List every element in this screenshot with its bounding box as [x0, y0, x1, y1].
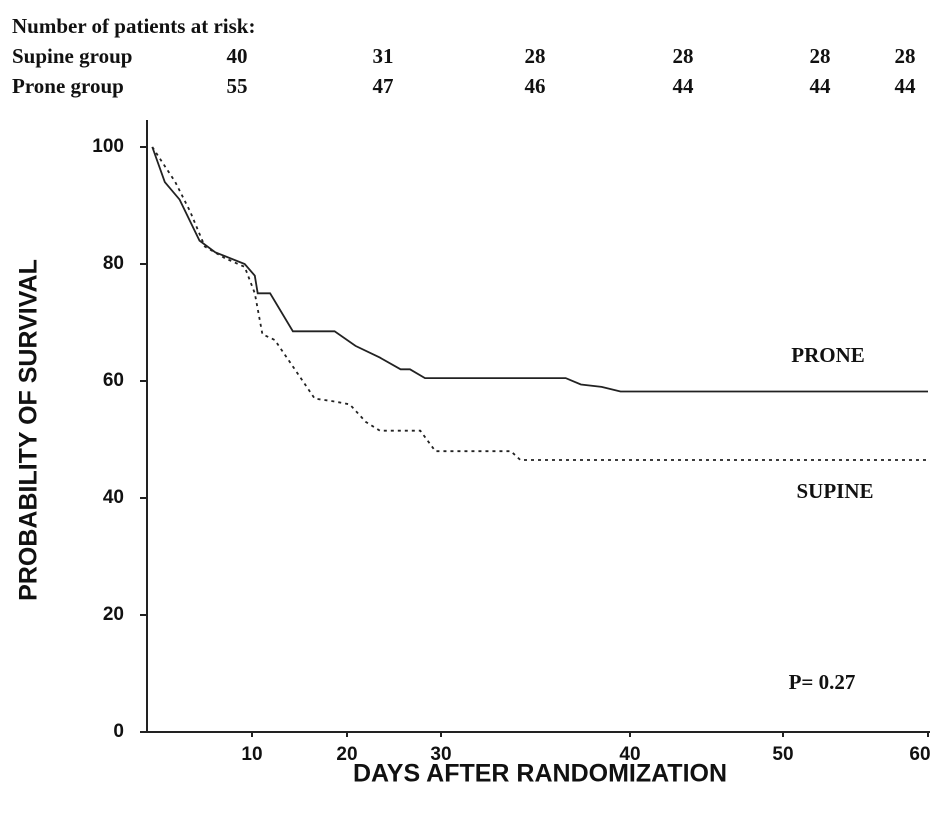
risk-value: 28 [895, 44, 916, 68]
y-tick-label: 40 [103, 487, 124, 508]
y-tick-label: 0 [113, 721, 124, 742]
risk-value: 28 [810, 44, 831, 68]
x-tick-label: 40 [619, 744, 640, 765]
risk-value: 44 [895, 74, 917, 98]
survival-curve [151, 146, 928, 461]
x-tick-label: 50 [772, 744, 793, 765]
risk-value: 44 [673, 74, 695, 98]
risk-value: 44 [810, 74, 832, 98]
x-tick-label: 20 [336, 744, 357, 765]
x-axis-title: DAYS AFTER RANDOMIZATION [353, 760, 727, 788]
y-axis-title: PROBABILITY OF SURVIVAL [15, 259, 43, 601]
x-tick-label: 60 [909, 744, 930, 765]
risk-value: 47 [373, 74, 394, 98]
risk-value: 40 [227, 44, 248, 68]
risk-row-label: Prone group [12, 74, 124, 98]
x-tick-label: 30 [430, 744, 451, 765]
y-tick-label: 60 [103, 370, 124, 391]
series-label: PRONE [791, 343, 865, 367]
y-tick-label: 20 [103, 604, 124, 625]
p-value: P= 0.27 [789, 670, 856, 694]
risk-row-label: Supine group [12, 44, 132, 68]
x-tick-label: 10 [241, 744, 262, 765]
risk-value: 46 [525, 74, 546, 98]
risk-value: 28 [673, 44, 694, 68]
risk-title: Number of patients at risk: [12, 14, 255, 38]
y-tick-label: 100 [92, 136, 124, 157]
y-tick-label: 80 [103, 253, 124, 274]
risk-value: 31 [373, 44, 394, 68]
survival-curve [151, 146, 928, 393]
series-label: SUPINE [796, 479, 873, 503]
risk-value: 55 [227, 74, 248, 98]
risk-value: 28 [525, 44, 546, 68]
